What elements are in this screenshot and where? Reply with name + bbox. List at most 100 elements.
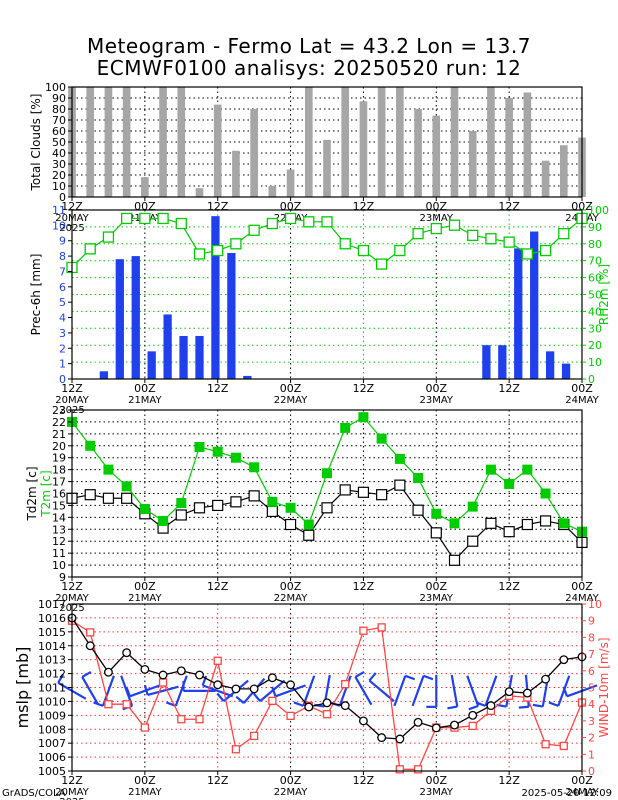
mslp-point bbox=[267, 673, 277, 683]
cloud-bar bbox=[286, 169, 295, 197]
rh-point bbox=[120, 212, 133, 225]
wind-point bbox=[122, 700, 131, 709]
mslp-point bbox=[468, 710, 478, 720]
rh-point bbox=[284, 212, 297, 225]
mslp-point bbox=[395, 734, 405, 744]
cloud-bar bbox=[122, 87, 131, 197]
wind-barb bbox=[202, 684, 234, 698]
wind-barb-flag bbox=[468, 704, 479, 711]
cloud-bar bbox=[141, 177, 149, 197]
mslp-point bbox=[122, 648, 132, 658]
wind-barb-flag bbox=[125, 686, 131, 697]
precip-bar bbox=[147, 351, 156, 379]
cloud-bar bbox=[468, 131, 477, 197]
mslp-point bbox=[322, 698, 332, 708]
precip-xtick-date: 21MAY bbox=[128, 395, 162, 406]
rh-ytick-label-right: 50 bbox=[588, 289, 602, 302]
t2m-point bbox=[85, 440, 96, 451]
td2m-point bbox=[230, 496, 242, 508]
rh-ytick-label-right: 30 bbox=[588, 322, 602, 335]
precip-xtick-label: 00Z bbox=[426, 382, 448, 395]
temp-xtick-label: 12Z bbox=[207, 580, 229, 593]
precip-ytick-label: 9 bbox=[59, 235, 66, 248]
wind-ytick-label-right: 3 bbox=[588, 715, 595, 728]
mslp-xtick-date: 22MAY bbox=[274, 787, 308, 798]
t2m-point bbox=[267, 496, 278, 507]
wind-barb-flag bbox=[93, 701, 104, 707]
rh-point bbox=[412, 228, 424, 240]
cloud-bar bbox=[450, 87, 459, 197]
precip-ytick-label: 5 bbox=[59, 296, 66, 309]
mslp-point bbox=[140, 664, 150, 674]
cloud-bar bbox=[523, 92, 532, 197]
t2m-point bbox=[449, 518, 460, 529]
mslp-xtick-label: 12Z bbox=[353, 774, 375, 787]
precip-bar bbox=[561, 363, 571, 379]
mslp-xtick-date: 21MAY bbox=[128, 787, 162, 798]
rh-point bbox=[212, 244, 224, 257]
wind-barb-flag bbox=[447, 705, 458, 710]
precip-ylabel: Prec-6h [mm] bbox=[29, 254, 43, 336]
precip-bar bbox=[99, 371, 109, 379]
td2m-point bbox=[121, 492, 133, 504]
precip-ytick-label: 10 bbox=[52, 219, 66, 232]
cloud-bar bbox=[159, 87, 167, 197]
wind-barb-flag bbox=[368, 672, 377, 682]
temp-xtick-date: 21MAY bbox=[128, 593, 162, 604]
cloud-bar bbox=[541, 160, 550, 197]
rh-ylabel: RH2m [%] bbox=[597, 264, 611, 325]
mslp-point bbox=[213, 680, 223, 690]
wind-barb-flag bbox=[518, 705, 529, 709]
td2m-point bbox=[212, 499, 224, 512]
t2m-point bbox=[358, 412, 369, 423]
rh-ytick-label-right: 40 bbox=[588, 305, 602, 318]
mslp-point bbox=[504, 687, 514, 697]
temp-ytick-label: 12 bbox=[52, 535, 66, 548]
mslp-ytick-label: 1013 bbox=[38, 654, 66, 667]
rh-point bbox=[503, 236, 515, 248]
wind-barb bbox=[259, 679, 286, 702]
precip-ytick-label: 8 bbox=[59, 250, 66, 263]
clouds-ylabel: Total Clouds [%] bbox=[29, 94, 43, 192]
precip-xtick-date: 22MAY bbox=[274, 395, 308, 406]
precip-ytick-label: 4 bbox=[59, 312, 66, 325]
precip-bar bbox=[545, 351, 555, 379]
mslp-line bbox=[71, 617, 583, 740]
mslp-point bbox=[522, 688, 532, 698]
clouds-ytick-label: 0 bbox=[59, 191, 66, 204]
mslp-point bbox=[559, 655, 569, 665]
temp-xtick-date: 22MAY bbox=[274, 593, 308, 604]
precip-xtick-label: 00Z bbox=[571, 382, 593, 395]
mslp-point bbox=[413, 717, 423, 727]
wind-barb-flag bbox=[532, 703, 543, 708]
wind-barb bbox=[411, 675, 425, 707]
td2m-point bbox=[357, 486, 370, 498]
t2m-point bbox=[467, 501, 478, 512]
rh-point bbox=[321, 216, 333, 228]
mslp-point bbox=[103, 667, 113, 677]
td2m-point bbox=[448, 554, 461, 566]
wind-point bbox=[140, 723, 150, 732]
precip-xtick-label: 12Z bbox=[207, 382, 229, 395]
precip-bar bbox=[498, 345, 507, 379]
wind-barb bbox=[147, 685, 179, 697]
wind-barb bbox=[557, 675, 571, 707]
precip-xtick-date: 24MAY bbox=[565, 395, 599, 406]
wind-barb-flag bbox=[57, 673, 65, 684]
mslp-ytick-label: 1017 bbox=[38, 598, 66, 611]
precip-ytick-label: 11 bbox=[52, 204, 66, 217]
td2m-point bbox=[430, 527, 442, 539]
temp-xtick-label: 12Z bbox=[61, 580, 83, 593]
wind-point bbox=[359, 626, 368, 635]
precip-xtick-label: 00Z bbox=[280, 382, 302, 395]
mslp-point bbox=[377, 733, 387, 743]
rh-ytick-label-right: 0 bbox=[588, 373, 595, 386]
t2m-point bbox=[103, 464, 114, 475]
precip-bar bbox=[482, 345, 491, 379]
rh-point bbox=[248, 224, 260, 236]
mslp-xtick-label: 00Z bbox=[426, 774, 448, 787]
mslp-ytick-label: 1006 bbox=[38, 751, 66, 764]
t2m-point bbox=[394, 453, 405, 464]
wind-point bbox=[213, 656, 222, 665]
temp-ytick-label: 16 bbox=[52, 488, 66, 501]
